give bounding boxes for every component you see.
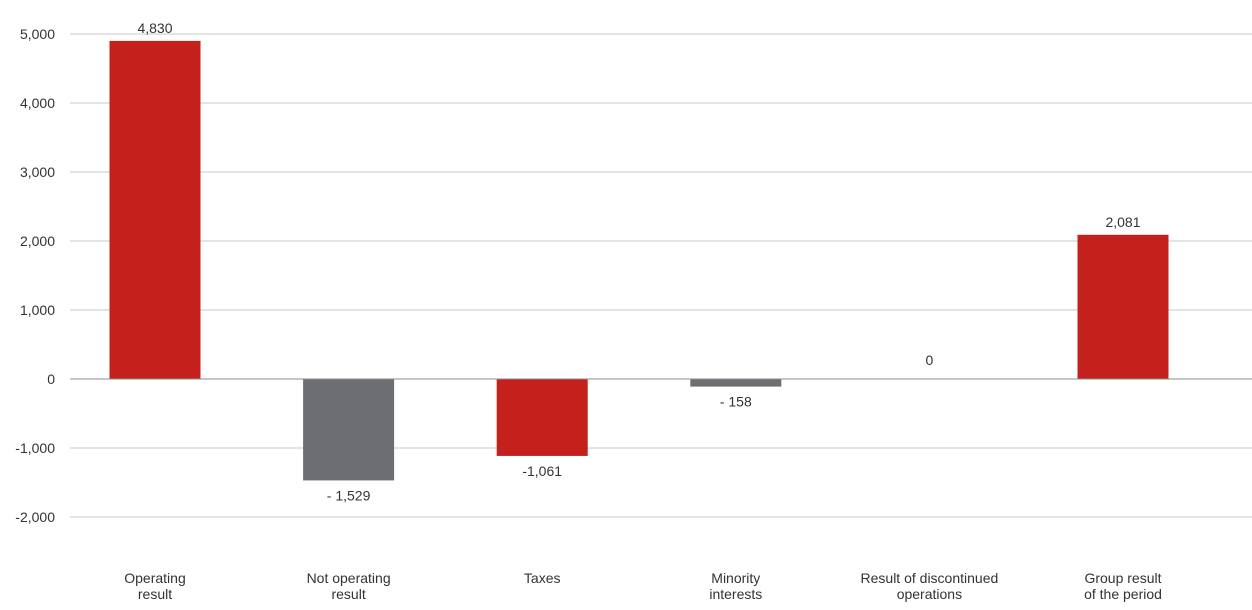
category-label-line: interests [709,586,762,602]
data-labels: 4,830 - 1,529 -1,061 - 158 0 2,081 [137,20,1140,504]
category-label-line: result [331,586,365,602]
bar [496,379,588,456]
y-tick-label: 3,000 [20,164,55,180]
category-label-line: of the period [1084,586,1162,602]
y-tick-label: -2,000 [15,509,55,525]
y-tick-label: -1,000 [15,440,55,456]
data-label: - 158 [720,394,752,410]
bar [109,40,201,380]
category-label-line: Taxes [524,570,561,586]
category-label: Result of discontinued operations [861,570,999,602]
y-tick-label: 0 [47,371,55,387]
category-label: Operating result [124,570,185,602]
bar [690,379,782,387]
category-label-line: Minority [711,570,760,586]
category-label: Group result of the period [1084,570,1162,602]
category-label: Taxes [524,570,561,586]
category-label-line: Not operating [307,570,391,586]
y-tick-label: 5,000 [20,26,55,42]
category-label-line: Result of discontinued [861,570,999,586]
bar [303,379,395,481]
category-label: Not operating result [307,570,391,602]
data-label: -1,061 [522,463,562,479]
category-label-line: Operating [124,570,185,586]
y-tick-label: 2,000 [20,233,55,249]
data-label: - 1,529 [327,487,371,503]
data-label: 2,081 [1105,214,1140,230]
category-label-line: Group result [1084,570,1161,586]
category-label: Minority interests [709,570,762,602]
bar [1077,234,1169,379]
data-label: 0 [926,352,934,368]
y-tick-label: 4,000 [20,95,55,111]
y-axis-ticks: 5,000 4,000 3,000 2,000 1,000 0 -1,000 -2,000 [15,26,55,525]
y-tick-label: 1,000 [20,302,55,318]
category-label-line: operations [897,586,962,602]
gridlines [70,33,1252,518]
category-label-line: result [138,586,172,602]
bars [109,40,1169,481]
data-label: 4,830 [137,20,172,36]
